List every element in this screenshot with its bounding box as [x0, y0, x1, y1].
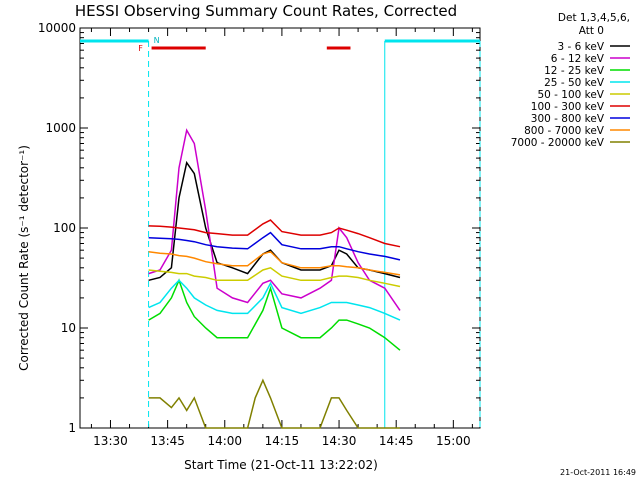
series-line-8 [148, 378, 400, 429]
y-tick-label: 1 [68, 421, 76, 435]
series-line-5 [148, 219, 401, 248]
y-tick-label: 10 [61, 321, 76, 335]
plot-area: 1 10 100 1000 10000 13:30 13:45 14:00 14:15 14:3… [38, 21, 481, 448]
plot-frame [79, 27, 481, 429]
series-lines [148, 128, 401, 429]
legend-header-1: Det 1,3,4,5,6, [558, 12, 630, 24]
x-tick-label: 13:45 [150, 434, 185, 448]
legend-label: 3 - 6 keV [557, 41, 604, 53]
legend-label: 6 - 12 keV [551, 53, 605, 65]
x-tick-label: 14:45 [379, 434, 414, 448]
x-tick-label: 14:00 [207, 434, 242, 448]
y-tick-label: 1000 [45, 121, 76, 135]
legend-label: 100 - 300 keV [531, 101, 605, 113]
legend-label: 25 - 50 keV [544, 77, 605, 89]
series-line-0 [148, 160, 401, 282]
series-line-6 [148, 231, 401, 261]
legend-label: 300 - 800 keV [531, 113, 605, 125]
series-line-4 [148, 266, 401, 288]
series-line-3 [148, 279, 401, 321]
legend-label: 50 - 100 keV [537, 89, 604, 101]
y-axis-label: Corrected Count Rate (s⁻¹ detector⁻¹) [17, 145, 31, 371]
x-tick-label: 14:30 [322, 434, 357, 448]
y-axis: 1 10 100 1000 10000 [38, 21, 480, 435]
x-axis-label: Start Time (21-Oct-11 13:22:02) [184, 458, 378, 472]
y-tick-label: 100 [53, 221, 76, 235]
flag-label-n: N [154, 36, 160, 45]
x-tick-label: 14:15 [265, 434, 300, 448]
legend-label: 12 - 25 keV [544, 65, 605, 77]
x-tick-label: 15:00 [436, 434, 471, 448]
legend-label: 7000 - 20000 keV [511, 137, 605, 149]
y-tick-label: 10000 [38, 21, 76, 35]
timestamp: 21-Oct-2011 16:49 [560, 468, 636, 477]
series-line-2 [148, 278, 401, 351]
legend-header-2: Att 0 [579, 25, 604, 37]
flag-label-f: F [138, 44, 143, 53]
x-tick-label: 13:30 [93, 434, 128, 448]
x-axis: 13:30 13:45 14:00 14:15 14:30 14:45 15:00 [90, 28, 473, 448]
chart-title: HESSI Observing Summary Count Rates, Cor… [75, 2, 457, 20]
legend-label: 800 - 7000 keV [524, 125, 605, 137]
interval-marks: FN [80, 36, 481, 428]
series-line-7 [148, 250, 401, 276]
series-line-1 [148, 128, 401, 311]
